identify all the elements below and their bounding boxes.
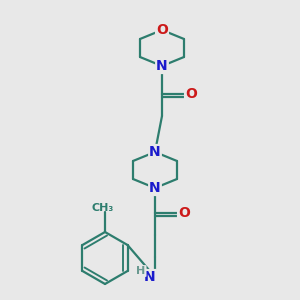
Text: N: N — [149, 145, 161, 159]
Text: CH₃: CH₃ — [92, 203, 114, 213]
Text: N: N — [156, 59, 168, 73]
Text: O: O — [178, 206, 190, 220]
Text: O: O — [156, 23, 168, 37]
Text: O: O — [185, 87, 197, 101]
Text: N: N — [149, 181, 161, 195]
Text: H: H — [136, 266, 146, 276]
Text: N: N — [144, 270, 156, 284]
